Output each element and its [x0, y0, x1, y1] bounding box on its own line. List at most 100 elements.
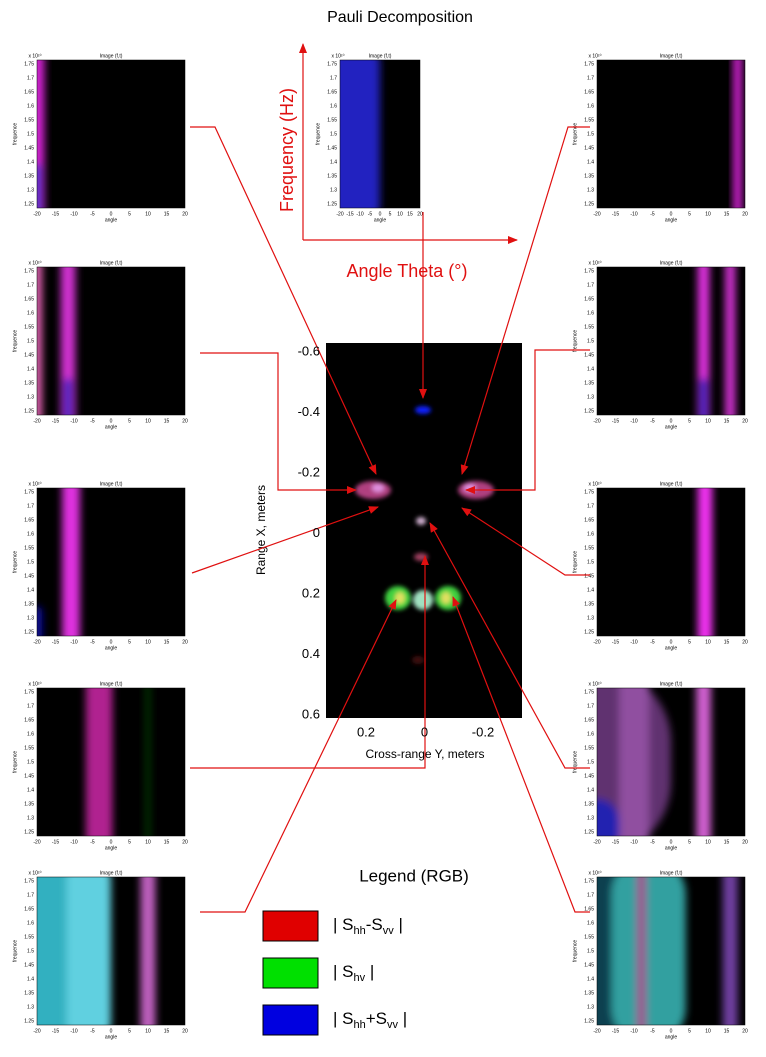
y-tick-label: 1.65 [24, 89, 34, 95]
y-tick-label: 1.25 [24, 201, 34, 207]
y-tick-label: 1.45 [24, 773, 34, 779]
y-tick-label: 1.65 [584, 89, 594, 95]
x-tick-label: -15 [52, 211, 59, 217]
y-tick-label: 1.75 [584, 489, 594, 495]
panel: Image (f,t) x 10¹⁰ 1.75 1.7 1.65 1.6 1.55 1.5 1.… [572, 260, 748, 430]
panel-multiplier: x 10¹⁰ [331, 53, 344, 59]
x-tick-label: -5 [90, 418, 95, 424]
y-tick-label: 1.35 [584, 990, 594, 996]
x-tick-label: 10 [145, 1028, 151, 1034]
x-tick-label: -10 [70, 1028, 77, 1034]
x-tick-label: -15 [612, 211, 619, 217]
x-tick-label: -10 [630, 639, 637, 645]
panel: Image (f,t) x 10¹⁰ 1.75 1.7 1.65 1.6 1.55 1.5 1.… [572, 481, 748, 651]
y-tick-label: 1.35 [584, 380, 594, 386]
y-label: frequence [12, 940, 18, 962]
x-tick-label: 20 [742, 418, 748, 424]
panel-title: Image (f,t) [369, 53, 392, 59]
x-tick-label: 0 [110, 839, 113, 845]
y-tick-label: 1.7 [587, 282, 594, 288]
legend-label: | Shh-Svv | [333, 915, 403, 936]
main-y-label: Range X, meters [254, 485, 268, 575]
panel-image [597, 267, 745, 415]
x-tick-label: -5 [650, 211, 655, 217]
x-label: angle [665, 424, 677, 430]
x-tick-label: 0 [670, 639, 673, 645]
panel: Image (f,t) x 10¹⁰ 1.75 1.7 1.65 1.6 1.55 1.5 1.… [12, 870, 188, 1040]
legend-label: | Shv | [333, 962, 374, 983]
x-tick-label: 10 [145, 839, 151, 845]
panel-title: Image (f,t) [100, 681, 123, 687]
y-tick-label: 1.55 [584, 117, 594, 123]
y-tick-label: 1.5 [27, 759, 34, 765]
y-label: frequence [572, 940, 578, 962]
y-label: frequence [12, 330, 18, 352]
x-tick-label: 5 [688, 418, 691, 424]
y-tick-label: 1.55 [24, 545, 34, 551]
x-tick-label: -15 [612, 839, 619, 845]
y-tick-label: 1.75 [24, 489, 34, 495]
y-label: frequence [12, 751, 18, 773]
title: Pauli Decomposition [327, 9, 473, 26]
panel: Image (f,t) x 10¹⁰ 1.75 1.7 1.65 1.6 1.55 1.5 1.… [572, 681, 748, 851]
x-tick-label: -20 [33, 418, 40, 424]
y-label: frequence [572, 751, 578, 773]
y-tick-label: 1.55 [24, 324, 34, 330]
x-tick-label: -20 [593, 839, 600, 845]
streak [619, 688, 649, 836]
y-tick-label: 1.5 [587, 338, 594, 344]
y-tick-label: 1.6 [587, 920, 594, 926]
x-tick-label: 20 [742, 839, 748, 845]
x-tick-label: 15 [724, 211, 730, 217]
x-tick-label: -5 [650, 639, 655, 645]
x-tick-label: -15 [612, 418, 619, 424]
y-tick-label: 1.75 [24, 61, 34, 67]
y-tick-label: 1.5 [27, 338, 34, 344]
y-tick-label: 1.55 [24, 934, 34, 940]
y-tick-label: 1.25 [327, 201, 337, 207]
legend-swatch [262, 1004, 319, 1036]
x-tick-label: -15 [52, 839, 59, 845]
x-tick-label: 15 [407, 211, 413, 217]
x-label: angle [105, 217, 117, 223]
x-tick-label: -20 [593, 1028, 600, 1034]
x-tick-label: -15 [52, 1028, 59, 1034]
panel-multiplier: x 10¹⁰ [588, 260, 601, 266]
y-tick-label: 1.45 [24, 352, 34, 358]
y-tick-label: 1.55 [584, 545, 594, 551]
y-tick-label: 1.6 [587, 310, 594, 316]
x-label: angle [665, 1034, 677, 1040]
y-tick-label: 1.3 [27, 815, 34, 821]
y-tick-label: 1.4 [587, 587, 594, 593]
y-label: frequence [12, 551, 18, 573]
y-tick-label: 1.3 [587, 615, 594, 621]
x-arrow-label: Angle Theta (°) [347, 261, 468, 281]
y-tick-label: 1.25 [584, 408, 594, 414]
y-tick-label: 1.4 [587, 976, 594, 982]
y-tick-label: 1.55 [584, 934, 594, 940]
panel-title: Image (f,t) [660, 870, 683, 876]
x-tick-label: 0 [110, 1028, 113, 1034]
x-tick-label: 5 [128, 1028, 131, 1034]
x-tick-label: 20 [182, 839, 188, 845]
panel-multiplier: x 10¹⁰ [28, 53, 41, 59]
streak [63, 378, 73, 415]
y-tick-label: 1.45 [584, 773, 594, 779]
streak [722, 877, 738, 1025]
y-tick-label: 1.25 [24, 629, 34, 635]
y-tick-label: 1.6 [587, 731, 594, 737]
legend-swatch [262, 910, 319, 942]
y-label: frequence [12, 123, 18, 145]
y-tick-label: 1.3 [587, 815, 594, 821]
y-tick-label: 1.25 [24, 829, 34, 835]
panel-image [597, 60, 745, 208]
y-tick-label: 1.65 [24, 906, 34, 912]
y-tick-label: 1.5 [27, 131, 34, 137]
x-label: angle [105, 424, 117, 430]
x-tick-label: 20 [182, 211, 188, 217]
streak [145, 688, 151, 836]
y-tick-label: 1.35 [24, 990, 34, 996]
x-tick-label: 5 [688, 1028, 691, 1034]
y-tick-label: 1.6 [587, 531, 594, 537]
streak [699, 378, 708, 415]
